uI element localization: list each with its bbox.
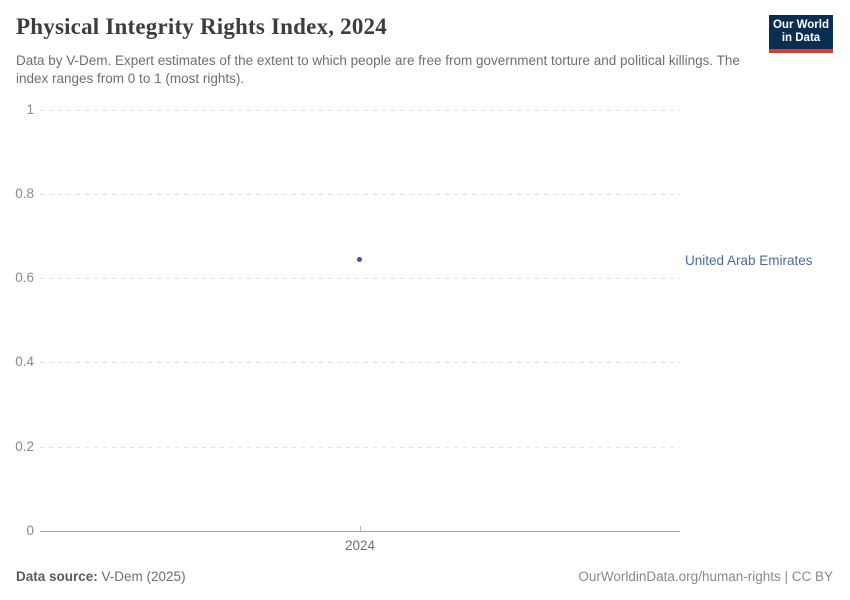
x-tick-mark-2024 [360,526,361,531]
page-title: Physical Integrity Rights Index, 2024 [16,14,387,39]
owid-logo-line1: Our World [772,19,829,31]
y-tick-label-0.4: 0.4 [15,354,34,369]
y-tick-label-0: 0 [26,523,34,538]
y-tick-label-0.2: 0.2 [15,439,34,454]
owid-logo-line2: in Data [781,32,821,44]
gridline-0.4 [40,362,680,363]
owid-logo[interactable]: Our World in Data [769,15,833,53]
entity-label-united-arab-emirates[interactable]: United Arab Emirates [685,253,813,268]
y-tick-label-1.0: 1 [26,102,34,117]
page-subtitle: Data by V-Dem. Expert estimates of the e… [16,53,740,86]
gridline-0.8 [40,194,680,195]
data-source-note: Data source: V-Dem (2025) [16,569,186,584]
y-tick-label-0.6: 0.6 [15,270,34,285]
credit-link[interactable]: OurWorldinData.org/human-rights | CC BY [578,569,833,584]
data-source-value: V-Dem (2025) [97,569,186,584]
gridline-0.6 [40,278,680,279]
gridline-1.0 [40,110,680,111]
data-point-united-arab-emirates[interactable] [357,257,362,262]
x-axis-line [40,531,680,532]
data-source-label: Data source: [16,569,98,584]
y-tick-label-0.8: 0.8 [15,186,34,201]
gridline-0.2 [40,447,680,448]
x-tick-label-2024: 2024 [344,538,376,553]
